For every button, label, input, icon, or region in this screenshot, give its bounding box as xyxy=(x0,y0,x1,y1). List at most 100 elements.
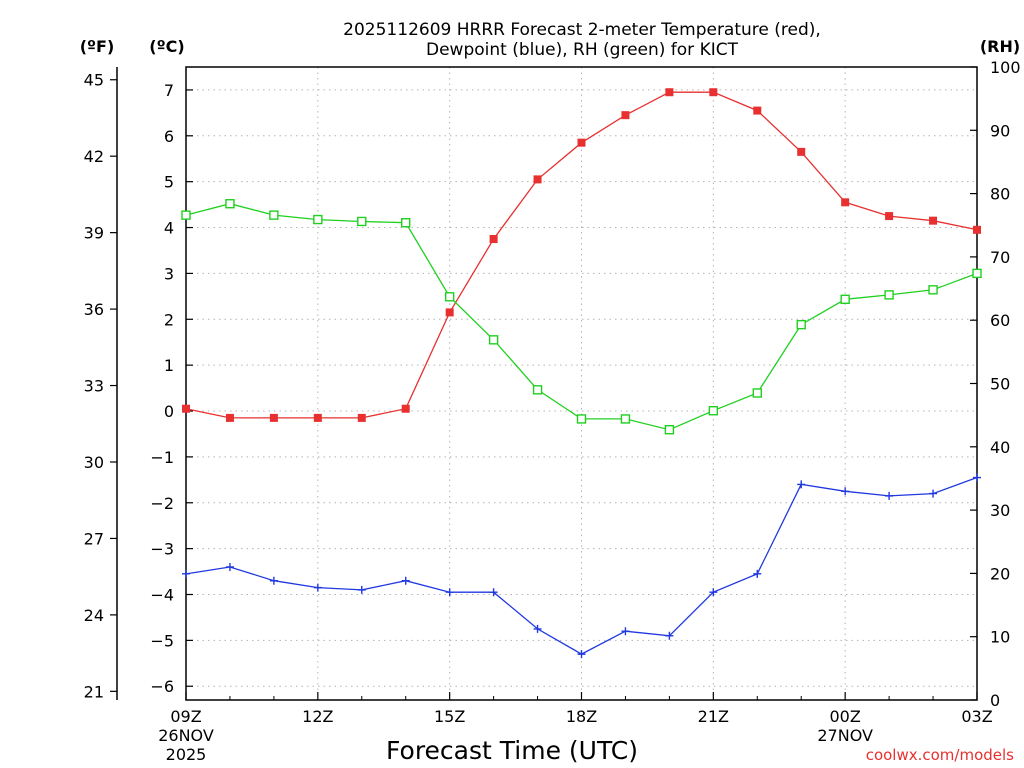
celsius-tick-label: 5 xyxy=(164,173,174,192)
relative-humidity-point xyxy=(444,292,455,302)
dewpoint-point xyxy=(489,588,498,597)
fahrenheit-tick-label: 42 xyxy=(84,147,104,166)
rh-unit-label: (RH) xyxy=(980,37,1020,56)
temperature-point xyxy=(577,138,586,147)
temperature-point xyxy=(182,404,190,413)
rh-axis: 0 10 20 30 40 50 60 70 80 90 100 xyxy=(970,58,1021,710)
relative-humidity-point xyxy=(576,414,587,424)
fahrenheit-tick-label: 21 xyxy=(84,682,104,701)
dewpoint-point xyxy=(357,585,366,594)
temperature-point xyxy=(665,88,674,97)
relative-humidity-point xyxy=(796,319,806,330)
dewpoint-point xyxy=(709,588,718,597)
temperature-point xyxy=(357,413,366,422)
year-tick-label: 2025 xyxy=(166,745,207,764)
dewpoint-point xyxy=(753,569,762,578)
relative-humidity-point xyxy=(357,216,367,227)
dewpoint-point xyxy=(665,631,674,640)
relative-humidity-point xyxy=(225,199,235,209)
temperature-point xyxy=(269,413,278,422)
celsius-axis: −6 −5 −4 −3 −2 −1 0 1 2 3 4 5 6 7 xyxy=(150,81,193,696)
temperature-point xyxy=(445,308,454,317)
rh-tick-label: 70 xyxy=(990,248,1010,267)
data-series xyxy=(181,88,982,659)
celsius-tick-label: −6 xyxy=(150,677,174,696)
dewpoint-point xyxy=(929,489,938,498)
time-tick-label: 15Z xyxy=(434,707,465,726)
x-axis-label: Forecast Time (UTC) xyxy=(386,736,638,765)
dewpoint-point xyxy=(621,627,630,636)
chart-title-line-2: Dewpoint (blue), RH (green) for KICT xyxy=(426,40,739,60)
relative-humidity-point xyxy=(313,214,323,225)
relative-humidity-point xyxy=(972,268,982,279)
celsius-tick-label: −1 xyxy=(150,448,174,467)
celsius-tick-label: 1 xyxy=(164,356,174,375)
time-tick-label: 03Z xyxy=(961,707,992,726)
rh-tick-label: 20 xyxy=(990,564,1010,583)
rh-tick-label: 90 xyxy=(990,121,1010,140)
dewpoint-point xyxy=(225,562,234,571)
temperature-point xyxy=(225,413,234,422)
relative-humidity-point xyxy=(532,385,543,395)
rh-tick-label: 10 xyxy=(990,628,1010,647)
temperature-point xyxy=(929,216,938,225)
relative-humidity-point xyxy=(752,388,762,398)
relative-humidity-point xyxy=(928,285,938,295)
time-tick-label: 12Z xyxy=(302,707,333,726)
temperature-series xyxy=(182,88,981,422)
celsius-tick-label: 6 xyxy=(164,127,174,146)
temperature-point xyxy=(401,404,410,413)
fahrenheit-tick-label: 36 xyxy=(84,300,104,319)
dewpoint-series xyxy=(182,473,981,659)
date-tick-label: 26NOV xyxy=(158,726,214,745)
relative-humidity-point xyxy=(401,218,411,228)
rh-tick-label: 100 xyxy=(990,58,1021,77)
fahrenheit-tick-label: 30 xyxy=(84,453,104,472)
rh-tick-label: 50 xyxy=(990,375,1010,394)
fahrenheit-tick-label: 45 xyxy=(84,71,104,90)
temperature-point xyxy=(973,225,981,234)
celsius-tick-label: −5 xyxy=(150,631,174,650)
celsius-tick-label: 7 xyxy=(164,81,174,100)
celsius-tick-label: 3 xyxy=(164,264,174,283)
dewpoint-point xyxy=(401,576,410,585)
relative-humidity-point xyxy=(488,335,499,345)
dewpoint-point xyxy=(797,480,806,489)
dewpoint-point xyxy=(182,569,190,578)
celsius-tick-label: 4 xyxy=(164,219,174,238)
temperature-point xyxy=(753,106,762,115)
relative-humidity-point xyxy=(884,290,894,300)
dewpoint-point xyxy=(445,588,454,597)
temperature-point xyxy=(797,147,806,156)
chart-title-line-1: 2025112609 HRRR Forecast 2-meter Tempera… xyxy=(343,20,821,40)
dewpoint-point xyxy=(533,624,542,633)
relative-humidity-point xyxy=(620,414,631,424)
fahrenheit-unit-label: (ºF) xyxy=(80,37,115,56)
dewpoint-point xyxy=(885,491,894,500)
celsius-unit-label: (ºC) xyxy=(149,37,184,56)
temperature-point xyxy=(885,212,894,221)
relative-humidity-point xyxy=(708,406,719,416)
date-tick-label: 27NOV xyxy=(817,726,873,745)
source-credit: coolwx.com/models xyxy=(866,746,1014,764)
time-tick-label: 18Z xyxy=(566,707,597,726)
celsius-tick-label: −2 xyxy=(150,494,174,513)
temperature-point xyxy=(621,111,630,120)
temperature-point xyxy=(489,235,498,244)
rh-tick-label: 40 xyxy=(990,438,1010,457)
time-tick-label: 09Z xyxy=(170,707,201,726)
relative-humidity-point xyxy=(269,210,279,220)
time-tick-label: 00Z xyxy=(830,707,861,726)
relative-humidity-point xyxy=(181,210,191,220)
fahrenheit-tick-label: 27 xyxy=(84,529,104,548)
fahrenheit-tick-label: 33 xyxy=(84,377,104,396)
fahrenheit-axis: 21 24 27 30 33 36 39 42 45 xyxy=(84,71,117,701)
temperature-point xyxy=(709,88,718,97)
dewpoint-point xyxy=(973,473,981,482)
dewpoint-point xyxy=(313,583,322,592)
dewpoint-point xyxy=(577,650,586,659)
relative-humidity-point xyxy=(664,425,675,435)
